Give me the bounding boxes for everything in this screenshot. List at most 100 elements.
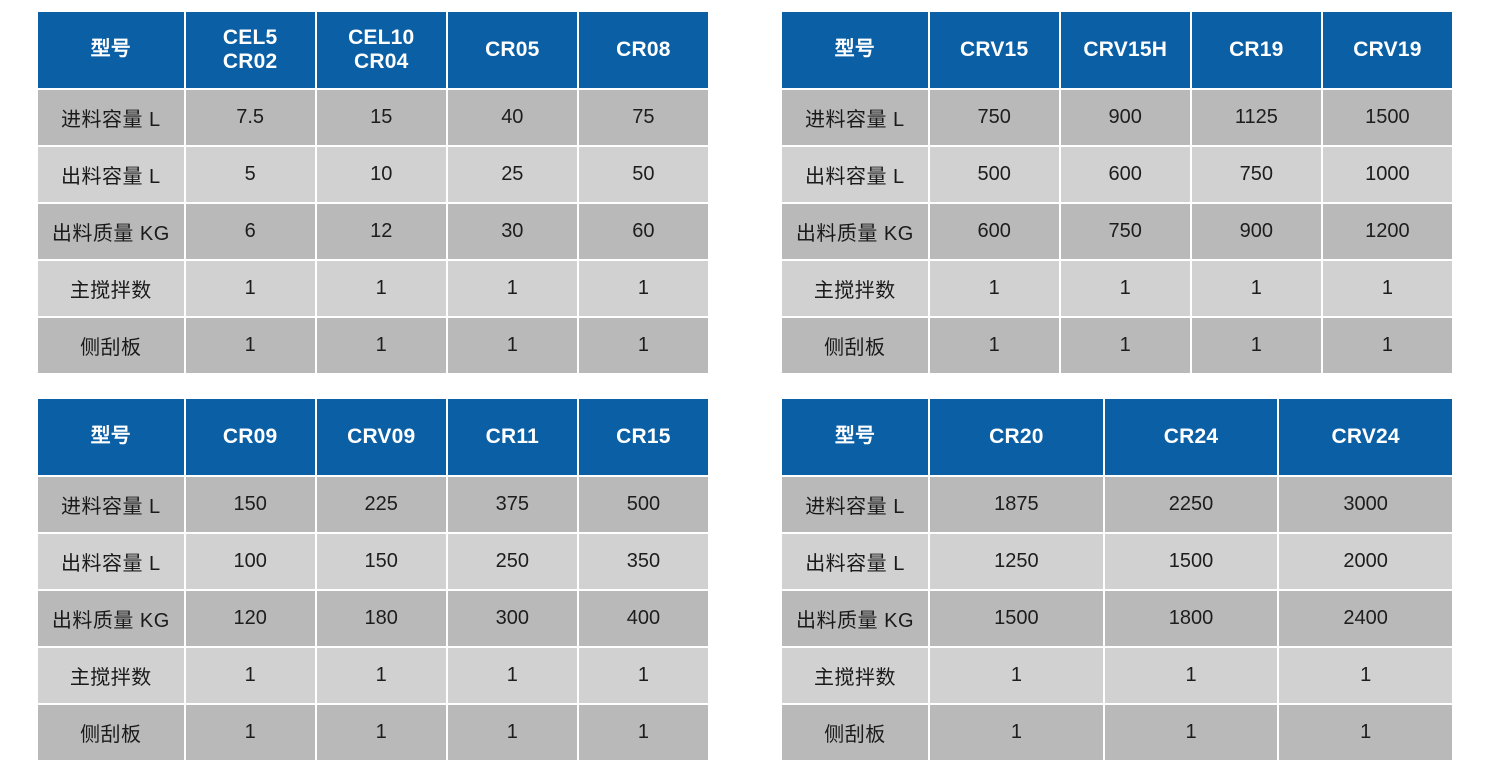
table-header: 型号 CRV15 CRV15H CR19 CRV19 <box>782 12 1452 90</box>
table-cell-value: 1 <box>1191 318 1323 373</box>
column-header-crv19: CRV19 <box>1322 12 1452 90</box>
column-header-cr11: CR11 <box>447 399 579 477</box>
table-cell-value: 1 <box>1104 705 1280 760</box>
table-cell-value: 500 <box>929 147 1061 204</box>
column-header-cr09: CR09 <box>185 399 317 477</box>
table-cell-value: 2400 <box>1279 591 1452 648</box>
header-row: 型号 CR20 CR24 CRV24 <box>782 399 1452 477</box>
table-row: 主搅拌数 1 1 1 1 <box>38 261 708 318</box>
table-cell-value: 150 <box>185 477 317 534</box>
table-cell-value: 1 <box>578 705 708 760</box>
table-cell-value: 400 <box>578 591 708 648</box>
column-header-model: 型号 <box>782 399 931 477</box>
table-body: 进料容量 L 1875 2250 3000 出料容量 L 1250 1500 2000 出料质量… <box>782 477 1452 760</box>
row-label: 出料容量 L <box>782 147 930 204</box>
column-header-line: 型号 <box>834 38 876 61</box>
table-cell-value: 1125 <box>1191 90 1323 147</box>
column-header-cr05: CR05 <box>447 12 579 90</box>
column-header-line: CRV09 <box>347 424 416 448</box>
table-row: 进料容量 L 1875 2250 3000 <box>782 477 1452 534</box>
table-cell-value: 1 <box>578 648 708 705</box>
table-cell-value: 1500 <box>1322 90 1452 147</box>
column-header-cr20: CR20 <box>930 399 1105 477</box>
column-header-cel5-cr02: CEL5 CR02 <box>185 12 317 90</box>
row-label: 进料容量 L <box>782 90 930 147</box>
header-row: 型号 CR09 CRV09 CR11 CR15 <box>38 399 708 477</box>
row-label: 出料质量 KG <box>782 591 931 648</box>
table-cell-value: 60 <box>578 204 708 261</box>
table-row: 出料质量 KG 1500 1800 2400 <box>782 591 1452 648</box>
column-header-line: CR04 <box>353 50 409 73</box>
table-cell-value: 1 <box>929 261 1061 318</box>
table-cell-value: 1 <box>185 648 317 705</box>
row-label: 出料质量 KG <box>38 204 186 261</box>
column-header-line: CR08 <box>616 37 671 61</box>
table-cell-value: 1 <box>930 648 1105 705</box>
table-cell-value: 1 <box>578 261 708 318</box>
column-header-line: CRV24 <box>1331 424 1400 448</box>
table-row: 出料容量 L 500 600 750 1000 <box>782 147 1452 204</box>
column-header-line: CR15 <box>616 424 671 448</box>
table-cell-value: 250 <box>447 534 579 591</box>
table-cell-value: 900 <box>1060 90 1192 147</box>
table-cell-value: 600 <box>929 204 1061 261</box>
table-header: 型号 CEL5 CR02 CEL10 CR04 CR05 CR08 <box>38 12 708 90</box>
table-cell-value: 750 <box>1191 147 1323 204</box>
table-row: 出料容量 L 1250 1500 2000 <box>782 534 1452 591</box>
table-cell-value: 1 <box>316 705 448 760</box>
row-label: 侧刮板 <box>38 318 186 373</box>
row-label: 进料容量 L <box>38 477 186 534</box>
table-cell-value: 1 <box>316 648 448 705</box>
column-header-crv15: CRV15 <box>929 12 1061 90</box>
table-row: 主搅拌数 1 1 1 1 <box>38 648 708 705</box>
table-cell-value: 1 <box>1104 648 1280 705</box>
column-header-line: CR20 <box>989 424 1044 448</box>
row-label: 出料容量 L <box>38 534 186 591</box>
table-cell-value: 600 <box>1060 147 1192 204</box>
table-row: 进料容量 L 150 225 375 500 <box>38 477 708 534</box>
column-header-line: CRV19 <box>1353 37 1422 61</box>
table-cell-value: 120 <box>185 591 317 648</box>
table-cell-value: 1 <box>1279 648 1452 705</box>
table-cell-value: 1 <box>1279 705 1452 760</box>
table-cell-value: 1 <box>1191 261 1323 318</box>
column-header-cr15: CR15 <box>578 399 708 477</box>
table-cell-value: 1200 <box>1322 204 1452 261</box>
table-cell-value: 1 <box>185 705 317 760</box>
spec-table-bottom-right: 型号 CR20 CR24 CRV24 进料容量 L 1875 2250 3000 出料容量 L… <box>782 399 1452 760</box>
table-cell-value: 180 <box>316 591 448 648</box>
table-cell-value: 75 <box>578 90 708 147</box>
column-header-cr24: CR24 <box>1104 399 1280 477</box>
table-body: 进料容量 L 150 225 375 500 出料容量 L 100 150 250 350 出料质量… <box>38 477 708 760</box>
spec-table-bottom-left: 型号 CR09 CRV09 CR11 CR15 进料容量 L 150 225 375 500 出料… <box>38 399 708 760</box>
table-cell-value: 2000 <box>1279 534 1452 591</box>
table-row: 出料容量 L 100 150 250 350 <box>38 534 708 591</box>
table-cell-value: 25 <box>447 147 579 204</box>
column-header-model: 型号 <box>782 12 930 90</box>
table-cell-value: 5 <box>185 147 317 204</box>
table-cell-value: 1875 <box>930 477 1105 534</box>
column-header-line: 型号 <box>90 38 132 61</box>
table-cell-value: 1 <box>578 318 708 373</box>
table-row: 出料质量 KG 600 750 900 1200 <box>782 204 1452 261</box>
column-header-line: 型号 <box>834 425 876 448</box>
row-label: 出料容量 L <box>782 534 931 591</box>
table-row: 侧刮板 1 1 1 1 <box>38 705 708 760</box>
row-label: 出料质量 KG <box>782 204 930 261</box>
column-header-cel10-cr04: CEL10 CR04 <box>316 12 448 90</box>
column-header-line: 型号 <box>90 425 132 448</box>
spec-table-top-left: 型号 CEL5 CR02 CEL10 CR04 CR05 CR08 进料容量 L 7.5 15 4… <box>38 12 708 373</box>
table-row: 侧刮板 1 1 1 1 <box>782 318 1452 373</box>
table-cell-value: 1 <box>930 705 1105 760</box>
table-row: 主搅拌数 1 1 1 1 <box>782 261 1452 318</box>
table-row: 出料质量 KG 6 12 30 60 <box>38 204 708 261</box>
table-cell-value: 12 <box>316 204 448 261</box>
column-header-model: 型号 <box>38 12 186 90</box>
table-cell-value: 225 <box>316 477 448 534</box>
table-cell-value: 6 <box>185 204 317 261</box>
table-row: 进料容量 L 750 900 1125 1500 <box>782 90 1452 147</box>
table-cell-value: 1 <box>447 261 579 318</box>
row-label: 出料容量 L <box>38 147 186 204</box>
table-cell-value: 2250 <box>1104 477 1280 534</box>
column-header-line: CRV15H <box>1083 37 1168 61</box>
